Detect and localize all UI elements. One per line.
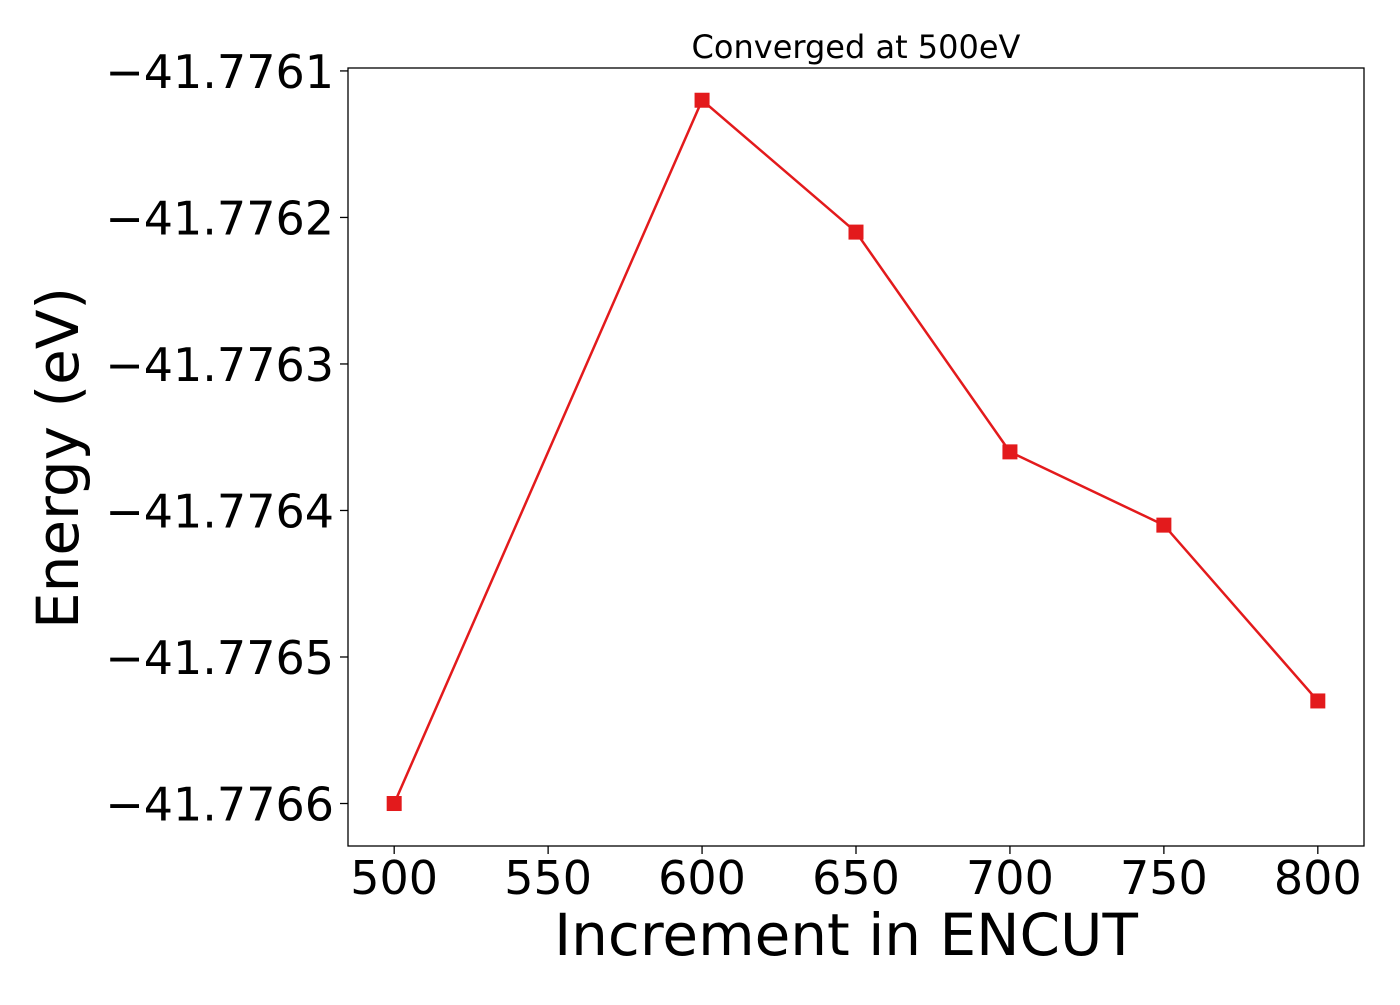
x-tick-label: 650 [812,851,900,905]
y-axis-title: Energy (eV) [24,287,92,629]
data-point-marker [848,224,864,240]
x-tick-label: 600 [658,851,746,905]
y-tick-label: −41.7766 [105,778,334,832]
data-point-marker [1002,444,1018,460]
plot-layer: 500 550 600 650 700 750 800 −41.7761 −41.7762 −41… [105,45,1365,905]
y-tick-label: −41.7764 [105,484,334,538]
data-point-marker [1156,517,1172,533]
x-axis-title: Increment in ENCUT [554,901,1138,969]
plot-frame [347,67,1365,847]
y-tick-label: −41.7761 [105,45,334,99]
data-point-marker [694,92,710,108]
data-point-marker [1310,693,1326,709]
data-point-marker [386,796,402,812]
x-tick-label: 750 [1120,851,1208,905]
x-tick-label: 700 [966,851,1054,905]
x-tick-label: 550 [504,851,592,905]
series-line [393,98,1319,805]
y-tick-label: −41.7762 [105,191,334,245]
y-tick-label: −41.7763 [105,338,334,392]
x-tick-label: 500 [350,851,438,905]
chart-title: Converged at 500eV [692,28,1021,66]
x-tick-label: 800 [1274,851,1362,905]
y-tick-label: −41.7765 [105,631,334,685]
